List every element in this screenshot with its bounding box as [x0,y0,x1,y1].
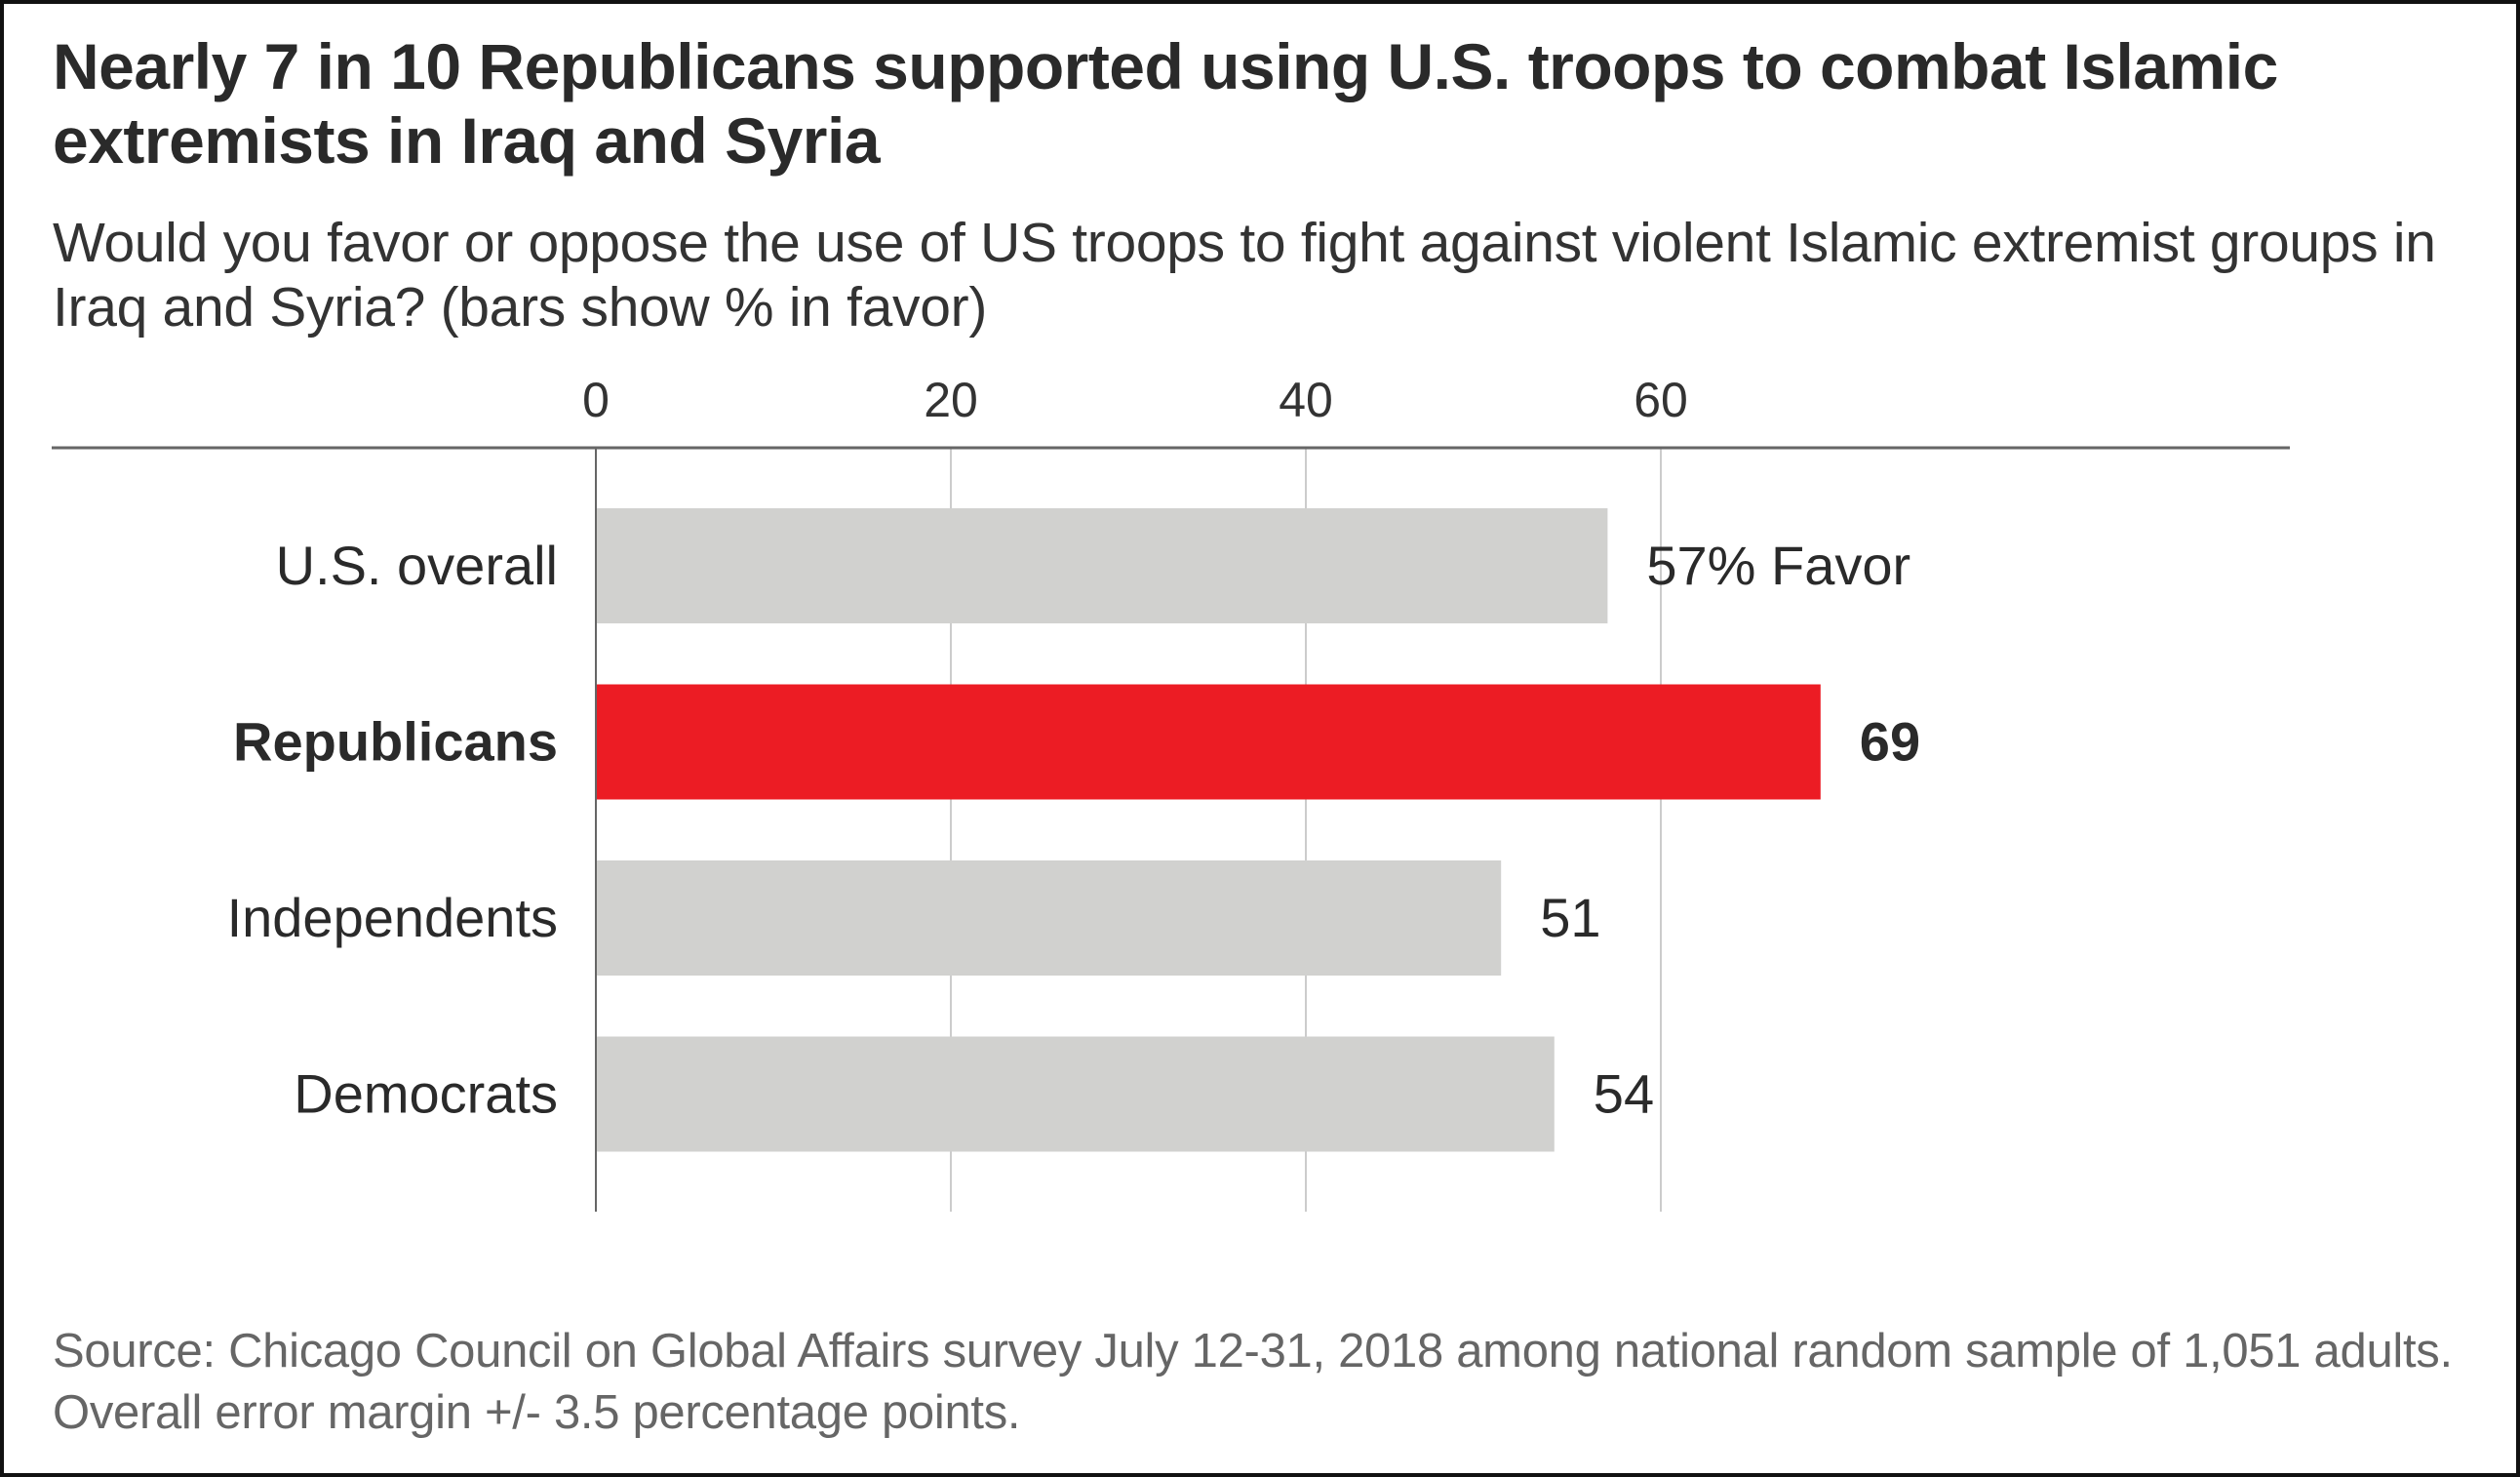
x-tick-label: 40 [1279,373,1333,427]
category-labels: U.S. overall Republicans Independents Democ… [227,535,558,1125]
bar-independents [597,860,1502,976]
bar-republicans [597,684,1821,800]
chart-subtitle: Would you favor or oppose the use of US … [53,212,2436,339]
x-tick-label: 0 [582,373,610,427]
value-label-democrats: 54 [1594,1063,1654,1125]
bar-chart: 0 20 40 60 U.S. overall Republicans Independe… [52,373,2290,1212]
value-label-republicans: 69 [1860,711,1920,773]
bar-u-s-overall [597,508,1608,623]
category-label-republicans: Republicans [233,711,558,773]
category-label-independents: Independents [227,887,558,948]
bars [597,508,1821,1152]
category-label-democrats: Democrats [294,1063,558,1125]
value-label-u-s-overall: 57% Favor [1646,535,1910,596]
x-tick-label: 20 [924,373,978,427]
category-label-u-s-overall: U.S. overall [276,535,558,596]
x-tick-label: 60 [1634,373,1688,427]
x-axis-ticks: 0 20 40 60 [582,373,1688,427]
source-note: Source: Chicago Council on Global Affair… [53,1325,2453,1439]
value-labels: 57% Favor 69 51 54 [1540,535,1920,1125]
chart-title: Nearly 7 in 10 Republicans supported usi… [53,30,2278,177]
value-label-independents: 51 [1540,887,1600,948]
bar-democrats [597,1036,1555,1152]
